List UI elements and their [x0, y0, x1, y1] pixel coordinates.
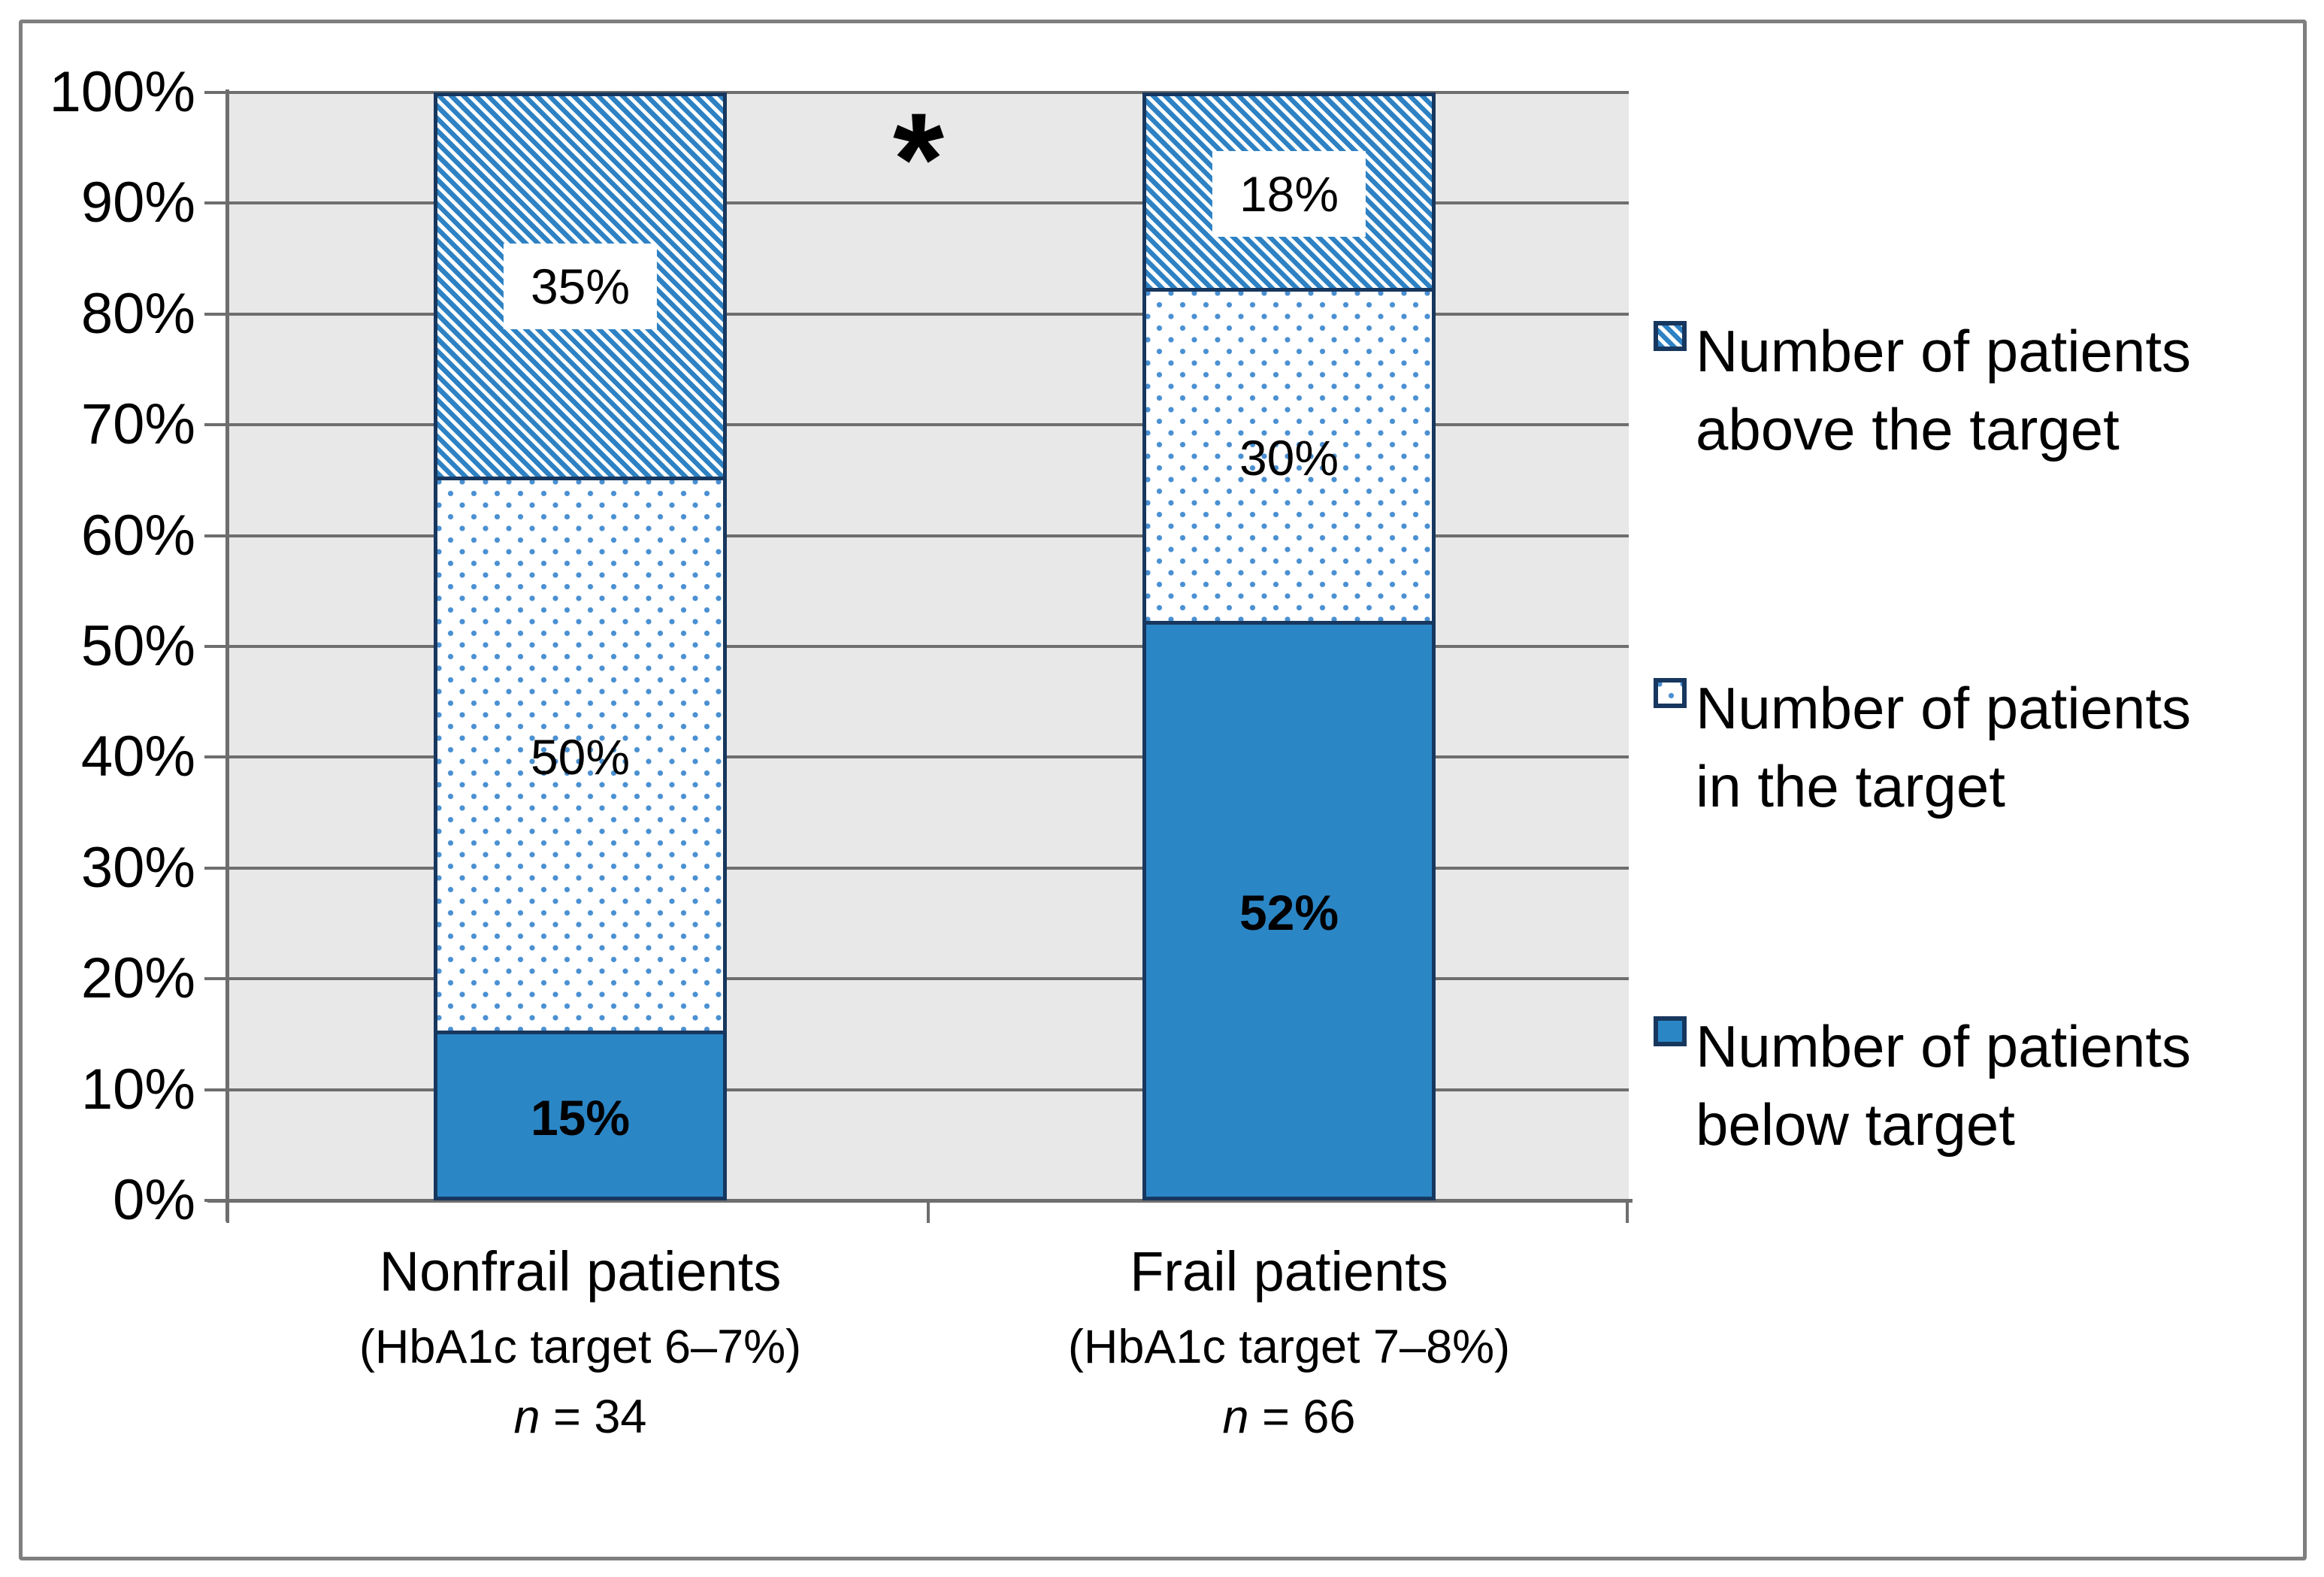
- x-axis-tick: [226, 1200, 229, 1223]
- gridline: [228, 977, 1629, 981]
- value-label-frail-above: 18%: [1212, 151, 1366, 237]
- gridline: [228, 755, 1629, 759]
- y-tick-label: 20%: [80, 946, 195, 1011]
- category-target-note: (HbA1c target 6–7%): [359, 1321, 802, 1373]
- gridline: [228, 534, 1629, 537]
- y-axis-tick: [204, 1088, 228, 1091]
- y-tick-label: 10%: [80, 1057, 195, 1121]
- gridline: [228, 423, 1629, 427]
- y-axis-line: [225, 89, 229, 1221]
- legend-swatch-solid: [1654, 1016, 1687, 1046]
- y-axis-tick: [204, 312, 228, 316]
- category-target-note: (HbA1c target 7–8%): [1067, 1321, 1511, 1373]
- gridline: [228, 312, 1629, 316]
- y-axis-tick: [204, 645, 228, 648]
- y-axis-tick: [204, 534, 228, 537]
- bar-frail-in-target-segment: [1142, 288, 1436, 625]
- y-axis-tick: [204, 423, 228, 427]
- legend-label: Number of patients above the target: [1696, 318, 2192, 462]
- y-tick-label: 60%: [80, 503, 195, 568]
- x-axis-line: [207, 1199, 1633, 1203]
- gridline: [228, 201, 1629, 205]
- value-label-nonfrail-above: 35%: [503, 244, 658, 329]
- category-title: Nonfrail patients: [379, 1240, 782, 1303]
- gridline: [228, 1088, 1629, 1091]
- y-tick-label: 50%: [80, 614, 195, 678]
- significance-asterisk: *: [892, 86, 945, 233]
- legend-swatch-hatch: [1654, 321, 1687, 351]
- y-tick-label: 100%: [49, 60, 195, 124]
- value-label-nonfrail-below: 15%: [530, 1090, 631, 1146]
- y-tick-label: 70%: [80, 392, 195, 457]
- y-tick-label: 90%: [80, 171, 195, 235]
- legend-entry-above-target: Number of patients above the target: [1654, 312, 2191, 468]
- y-axis-tick: [204, 977, 228, 981]
- y-axis-tick: [204, 866, 228, 870]
- gridline: [228, 866, 1629, 870]
- value-label-frail-below: 52%: [1239, 885, 1339, 940]
- legend-entry-below-target: Number of patients below target: [1654, 1007, 2191, 1164]
- bar-nonfrail-in-target-segment: [434, 476, 727, 1034]
- y-tick-label: 80%: [80, 281, 195, 346]
- category-n-count: n = 34: [513, 1391, 647, 1443]
- category-label-frail: Frail patients (HbA1c target 7–8%) n = 6…: [928, 1244, 1650, 1441]
- category-label-nonfrail: Nonfrail patients (HbA1c target 6–7%) n …: [219, 1244, 941, 1441]
- bar-nonfrail-below-target-segment: [434, 1030, 727, 1200]
- bar-frail-below-target-segment: [1142, 620, 1436, 1200]
- value-label-frail-in: 30%: [1239, 430, 1339, 486]
- category-title: Frail patients: [1130, 1240, 1448, 1303]
- y-axis-tick: [204, 91, 228, 94]
- y-axis-tick: [204, 201, 228, 205]
- x-axis-tick: [927, 1200, 930, 1223]
- value-label-nonfrail-in: 50%: [530, 729, 631, 785]
- legend-label: Number of patients in the target: [1696, 675, 2192, 819]
- x-axis-tick: [1626, 1200, 1629, 1223]
- legend-swatch-dots: [1654, 678, 1687, 708]
- y-tick-label: 0%: [113, 1168, 195, 1232]
- gridline: [228, 91, 1629, 94]
- legend-label: Number of patients below target: [1696, 1013, 2192, 1158]
- legend-entry-in-target: Number of patients in the target: [1654, 669, 2191, 825]
- category-n-count: n = 66: [1222, 1391, 1356, 1443]
- y-axis-tick: [204, 755, 228, 759]
- bar-frail: [1142, 92, 1436, 1200]
- y-tick-label: 30%: [80, 835, 195, 900]
- gridline: [228, 645, 1629, 648]
- y-tick-label: 40%: [80, 725, 195, 789]
